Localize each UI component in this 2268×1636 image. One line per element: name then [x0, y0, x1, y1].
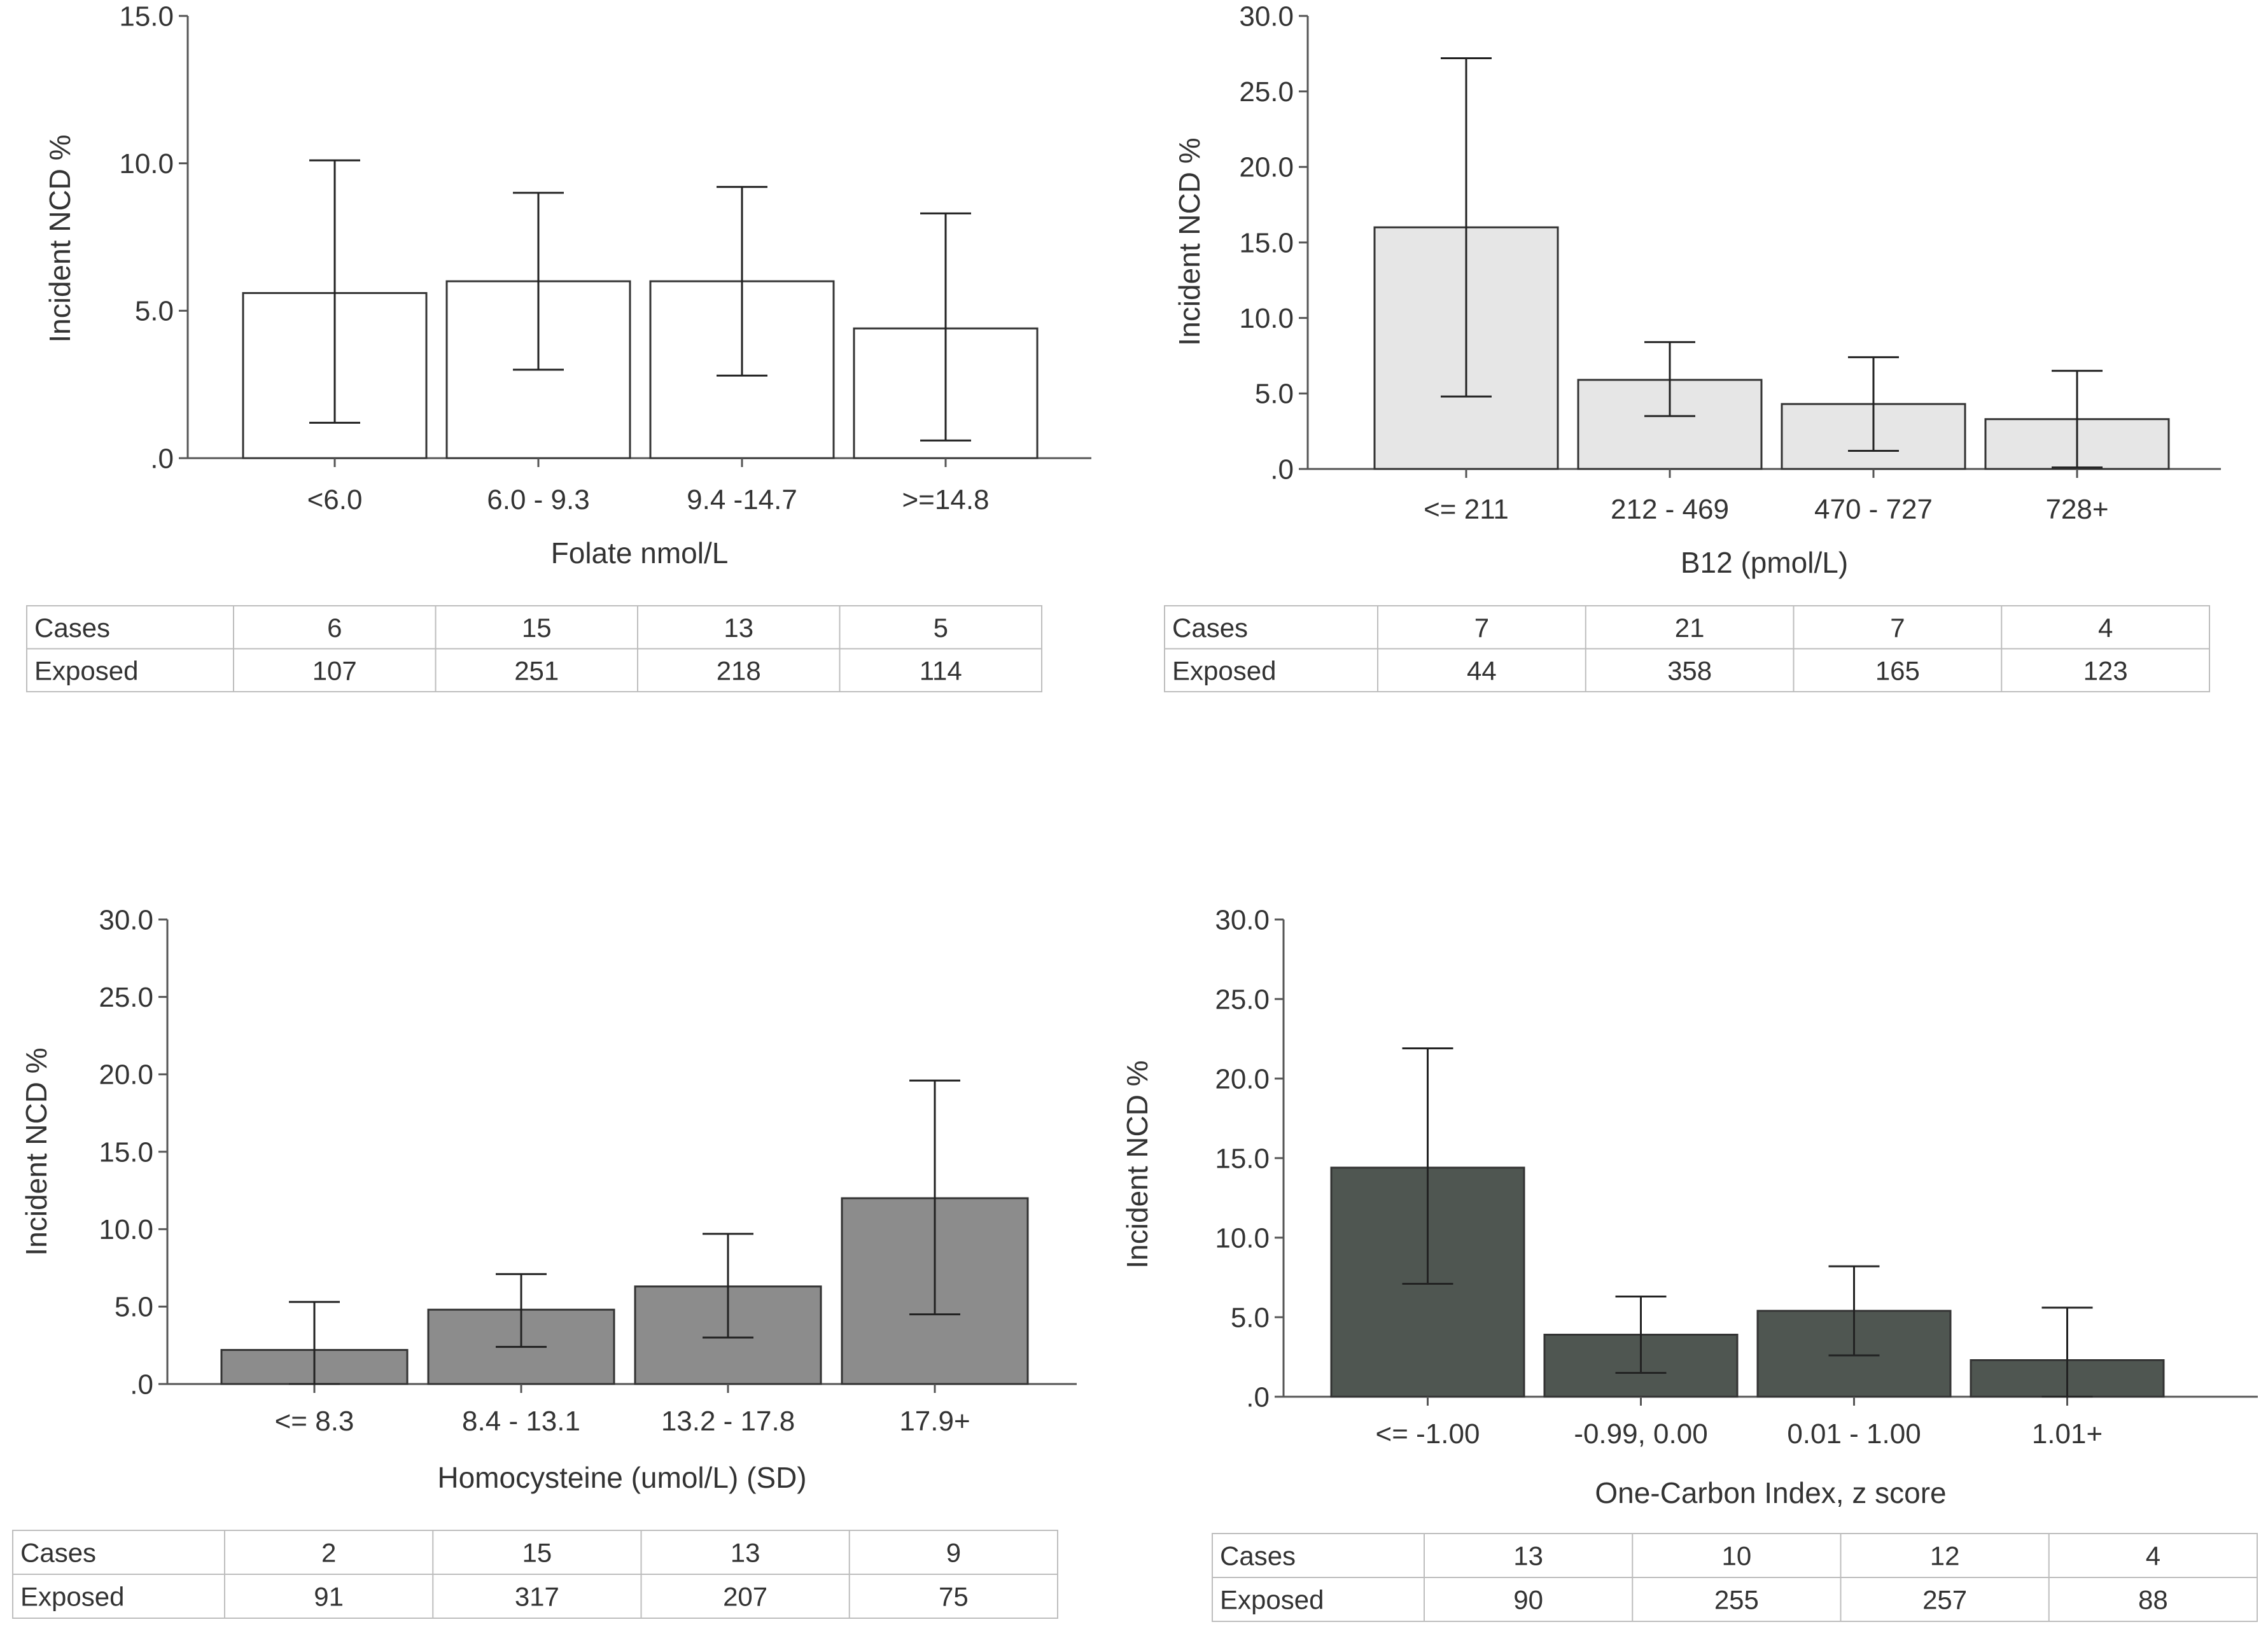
y-axis-title: Incident NCD % — [20, 1047, 53, 1255]
x-tick-label: 0.01 - 1.00 — [1787, 1418, 1921, 1450]
y-tick-label: .0 — [1246, 1381, 1270, 1413]
y-tick-label: 15.0 — [119, 1, 174, 32]
y-tick-label: .0 — [130, 1369, 153, 1400]
chart-panel-2: .0 5.0 10.0 15.0 20.0 25.0 30.0 <= 211 212 - 469… — [1164, 1, 2221, 692]
table-cell: 317 — [515, 1582, 559, 1612]
x-tick-label: 470 - 727 — [1814, 494, 1933, 525]
y-tick-label: 5.0 — [1231, 1302, 1270, 1333]
y-tick-label: 5.0 — [115, 1292, 153, 1323]
x-tick-label: 212 - 469 — [1611, 494, 1729, 525]
x-tick-label: <= 211 — [1424, 494, 1509, 525]
table-row-label: Cases — [1220, 1541, 1296, 1571]
table-cell: 257 — [1922, 1585, 1967, 1615]
x-tick-label: 9.4 -14.7 — [687, 484, 797, 515]
table-cell: 165 — [1875, 655, 1920, 685]
y-tick-label: 15.0 — [99, 1136, 153, 1168]
y-tick-label: 20.0 — [1215, 1063, 1270, 1094]
x-tick-label: 13.2 - 17.8 — [661, 1406, 795, 1437]
x-axis-title: B12 (pmol/L) — [1681, 546, 1848, 579]
table-cell: 90 — [1513, 1585, 1543, 1615]
table-cell: 15 — [522, 1538, 552, 1568]
table-cell: 5 — [934, 613, 948, 643]
chart-panel-3: .0 5.0 10.0 15.0 20.0 25.0 30.0 <= 8.3 8.4 - 13.… — [12, 904, 1077, 1619]
y-tick-label: 20.0 — [99, 1059, 153, 1091]
y-axis-title: Incident NCD % — [1121, 1060, 1154, 1268]
x-tick-label: 728+ — [2045, 494, 2108, 525]
table-cell: 4 — [2098, 613, 2113, 643]
counts-table: Cases 2 15 13 9 Exposed 91 317 207 75 — [12, 1530, 1058, 1619]
x-axis-title: Homocysteine (umol/L) (SD) — [437, 1461, 806, 1494]
table-row-label: Exposed — [20, 1582, 124, 1612]
y-tick-label: 5.0 — [135, 296, 174, 327]
table-row-label: Exposed — [1220, 1585, 1324, 1615]
x-tick-label: 1.01+ — [2032, 1418, 2103, 1450]
table-cell: 13 — [724, 613, 753, 643]
y-tick-label: 25.0 — [1239, 76, 1294, 108]
x-axis-title: Folate nmol/L — [551, 536, 729, 570]
counts-table: Cases 13 10 12 4 Exposed 90 255 257 88 — [1212, 1533, 2258, 1622]
y-axis-title: Incident NCD % — [1173, 137, 1206, 346]
table-cell: 91 — [314, 1582, 344, 1612]
chart-panel-4: .0 5.0 10.0 15.0 20.0 25.0 30.0 <= -1.00 -0.99, … — [1121, 904, 2258, 1622]
table-cell: 123 — [2083, 655, 2128, 685]
table-row-label: Cases — [34, 613, 110, 643]
table-row-label: Cases — [20, 1538, 96, 1568]
table-cell: 107 — [312, 655, 357, 685]
y-tick-label: 20.0 — [1239, 152, 1294, 183]
x-tick-label: <= -1.00 — [1376, 1418, 1480, 1450]
table-cell: 251 — [514, 655, 559, 685]
table-cell: 255 — [1714, 1585, 1759, 1615]
table-cell: 6 — [327, 613, 342, 643]
y-tick-label: 5.0 — [1255, 379, 1294, 410]
table-cell: 13 — [731, 1538, 760, 1568]
x-tick-label: 6.0 - 9.3 — [487, 484, 589, 515]
x-tick-label: 8.4 - 13.1 — [462, 1406, 580, 1437]
table-row-label: Cases — [1172, 613, 1248, 643]
table-cell: 358 — [1667, 655, 1712, 685]
y-axis-title: Incident NCD % — [43, 134, 76, 342]
table-cell: 75 — [939, 1582, 969, 1612]
y-tick-label: 15.0 — [1239, 227, 1294, 258]
y-tick-label: 10.0 — [119, 148, 174, 179]
table-cell: 15 — [522, 613, 552, 643]
table-cell: 9 — [946, 1538, 961, 1568]
y-tick-label: .0 — [1270, 454, 1294, 485]
table-row-label: Exposed — [1172, 655, 1276, 685]
x-tick-label: <= 8.3 — [275, 1406, 354, 1437]
x-tick-label: 17.9+ — [899, 1406, 970, 1437]
x-tick-label: <6.0 — [307, 484, 363, 515]
table-row-label: Exposed — [34, 655, 138, 685]
table-cell: 218 — [717, 655, 761, 685]
x-tick-label: -0.99, 0.00 — [1574, 1418, 1707, 1450]
y-tick-label: .0 — [150, 443, 174, 474]
table-cell: 44 — [1467, 655, 1497, 685]
y-tick-label: 15.0 — [1215, 1143, 1270, 1174]
y-tick-label: 10.0 — [1215, 1222, 1270, 1254]
counts-table: Cases 6 15 13 5 Exposed 107 251 218 114 — [26, 605, 1042, 692]
table-cell: 7 — [1890, 613, 1905, 643]
counts-table: Cases 7 21 7 4 Exposed 44 358 165 123 — [1164, 605, 2210, 692]
chart-panel-1: .0 5.0 10.0 15.0 <6.0 6.0 - 9.3 9.4 -14.7 >=14.… — [26, 1, 1091, 692]
y-tick-label: 30.0 — [1215, 904, 1270, 935]
table-cell: 21 — [1675, 613, 1705, 643]
table-cell: 12 — [1930, 1541, 1960, 1571]
y-tick-label: 30.0 — [99, 904, 153, 935]
table-cell: 207 — [723, 1582, 767, 1612]
x-tick-label: >=14.8 — [902, 484, 989, 515]
table-cell: 10 — [1722, 1541, 1752, 1571]
table-cell: 13 — [1513, 1541, 1543, 1571]
table-cell: 2 — [321, 1538, 336, 1568]
table-cell: 88 — [2138, 1585, 2168, 1615]
table-cell: 4 — [2146, 1541, 2160, 1571]
y-tick-label: 30.0 — [1239, 1, 1294, 32]
y-tick-label: 10.0 — [1239, 303, 1294, 334]
y-tick-label: 25.0 — [1215, 984, 1270, 1015]
y-tick-label: 10.0 — [99, 1214, 153, 1245]
x-axis-title: One-Carbon Index, z score — [1595, 1476, 1946, 1509]
table-cell: 7 — [1474, 613, 1489, 643]
table-cell: 114 — [920, 655, 962, 685]
y-tick-label: 25.0 — [99, 982, 153, 1013]
